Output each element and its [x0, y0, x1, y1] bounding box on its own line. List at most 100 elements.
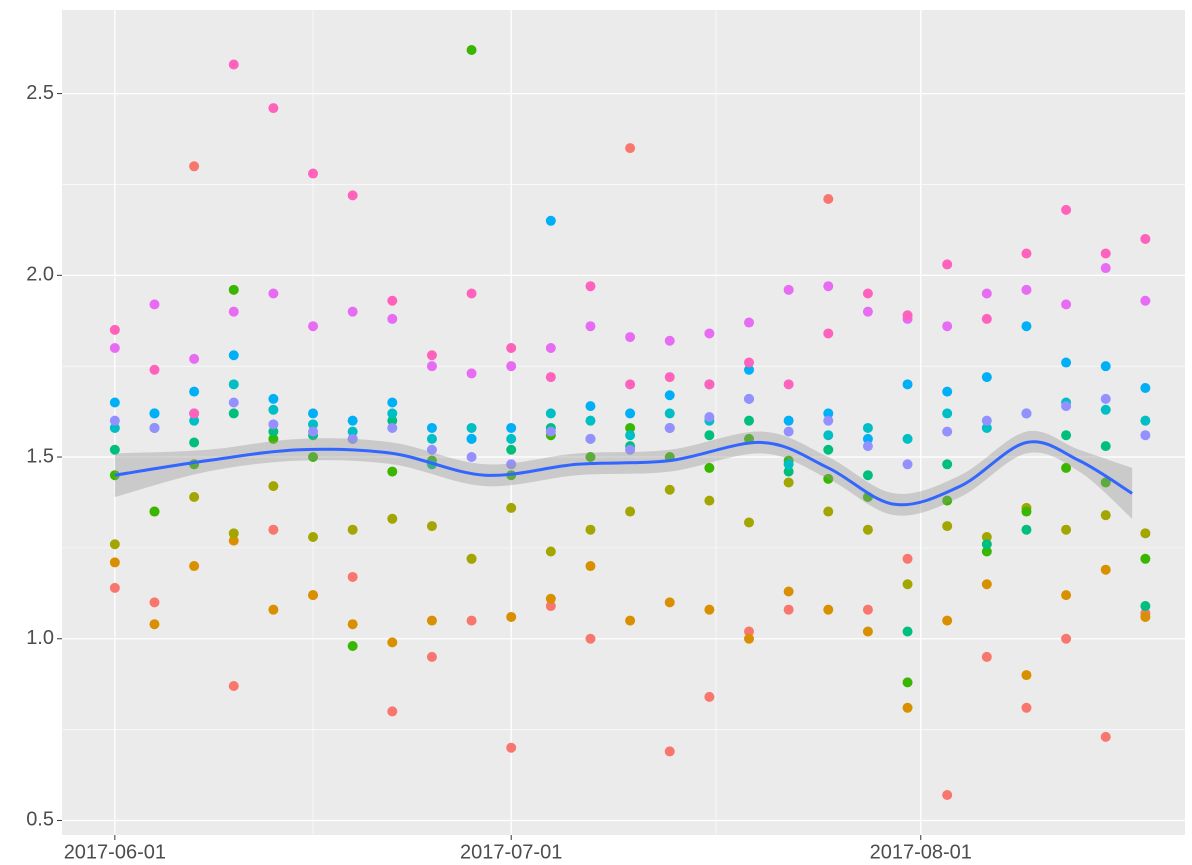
point [744, 633, 755, 644]
point [862, 422, 873, 433]
point [942, 321, 953, 332]
point [506, 361, 517, 372]
point [228, 408, 239, 419]
point [426, 422, 437, 433]
point [902, 702, 913, 713]
point [149, 597, 160, 608]
point [189, 415, 200, 426]
point [942, 259, 953, 270]
point [902, 459, 913, 470]
point [1100, 731, 1111, 742]
point [109, 444, 120, 455]
point [426, 521, 437, 532]
point [942, 386, 953, 397]
point [744, 317, 755, 328]
point [506, 502, 517, 513]
point [109, 397, 120, 408]
point [1140, 611, 1151, 622]
point [228, 350, 239, 361]
point [1140, 553, 1151, 564]
point [902, 677, 913, 688]
point [466, 44, 477, 55]
point [783, 459, 794, 470]
point [149, 408, 160, 419]
point [1100, 564, 1111, 575]
point [823, 193, 834, 204]
point [545, 601, 556, 612]
point [1021, 248, 1032, 259]
point [744, 364, 755, 375]
point [1100, 393, 1111, 404]
point [744, 626, 755, 637]
point [902, 553, 913, 564]
point [744, 415, 755, 426]
point [981, 546, 992, 557]
point [109, 582, 120, 593]
point [109, 557, 120, 568]
point [426, 444, 437, 455]
point [664, 746, 675, 757]
point [426, 350, 437, 361]
point [981, 579, 992, 590]
point [664, 484, 675, 495]
point [625, 615, 636, 626]
point [1140, 382, 1151, 393]
point [189, 408, 200, 419]
point [902, 310, 913, 321]
point [664, 372, 675, 383]
point [1100, 404, 1111, 415]
point [744, 517, 755, 528]
point [347, 190, 358, 201]
point [347, 619, 358, 630]
point [1061, 204, 1072, 215]
point [506, 444, 517, 455]
point [862, 288, 873, 299]
point [1021, 321, 1032, 332]
point [545, 215, 556, 226]
point [862, 470, 873, 481]
point [109, 415, 120, 426]
point [1021, 524, 1032, 535]
point [268, 393, 279, 404]
x-tick-label: 2017-06-01 [64, 841, 166, 863]
point [426, 433, 437, 444]
point [625, 506, 636, 517]
panel [62, 10, 1185, 835]
point [862, 604, 873, 615]
point [585, 321, 596, 332]
point [744, 357, 755, 368]
point [981, 539, 992, 550]
y-tick-label: 1.0 [26, 627, 54, 649]
point [1100, 477, 1111, 488]
point [585, 633, 596, 644]
point [942, 426, 953, 437]
point [862, 626, 873, 637]
point [823, 408, 834, 419]
point [347, 524, 358, 535]
point [585, 415, 596, 426]
point [308, 419, 319, 430]
point [585, 281, 596, 292]
point [783, 477, 794, 488]
point [902, 626, 913, 637]
point [783, 415, 794, 426]
point [387, 408, 398, 419]
point [823, 281, 834, 292]
point [189, 386, 200, 397]
point [704, 328, 715, 339]
point [347, 306, 358, 317]
point [109, 324, 120, 335]
point [466, 553, 477, 564]
y-tick-label: 2.0 [26, 264, 54, 286]
point [1061, 462, 1072, 473]
point [585, 561, 596, 572]
point [109, 422, 120, 433]
point [1061, 357, 1072, 368]
point [664, 390, 675, 401]
point [347, 415, 358, 426]
point [1140, 415, 1151, 426]
point [862, 433, 873, 444]
point [308, 321, 319, 332]
point [189, 161, 200, 172]
